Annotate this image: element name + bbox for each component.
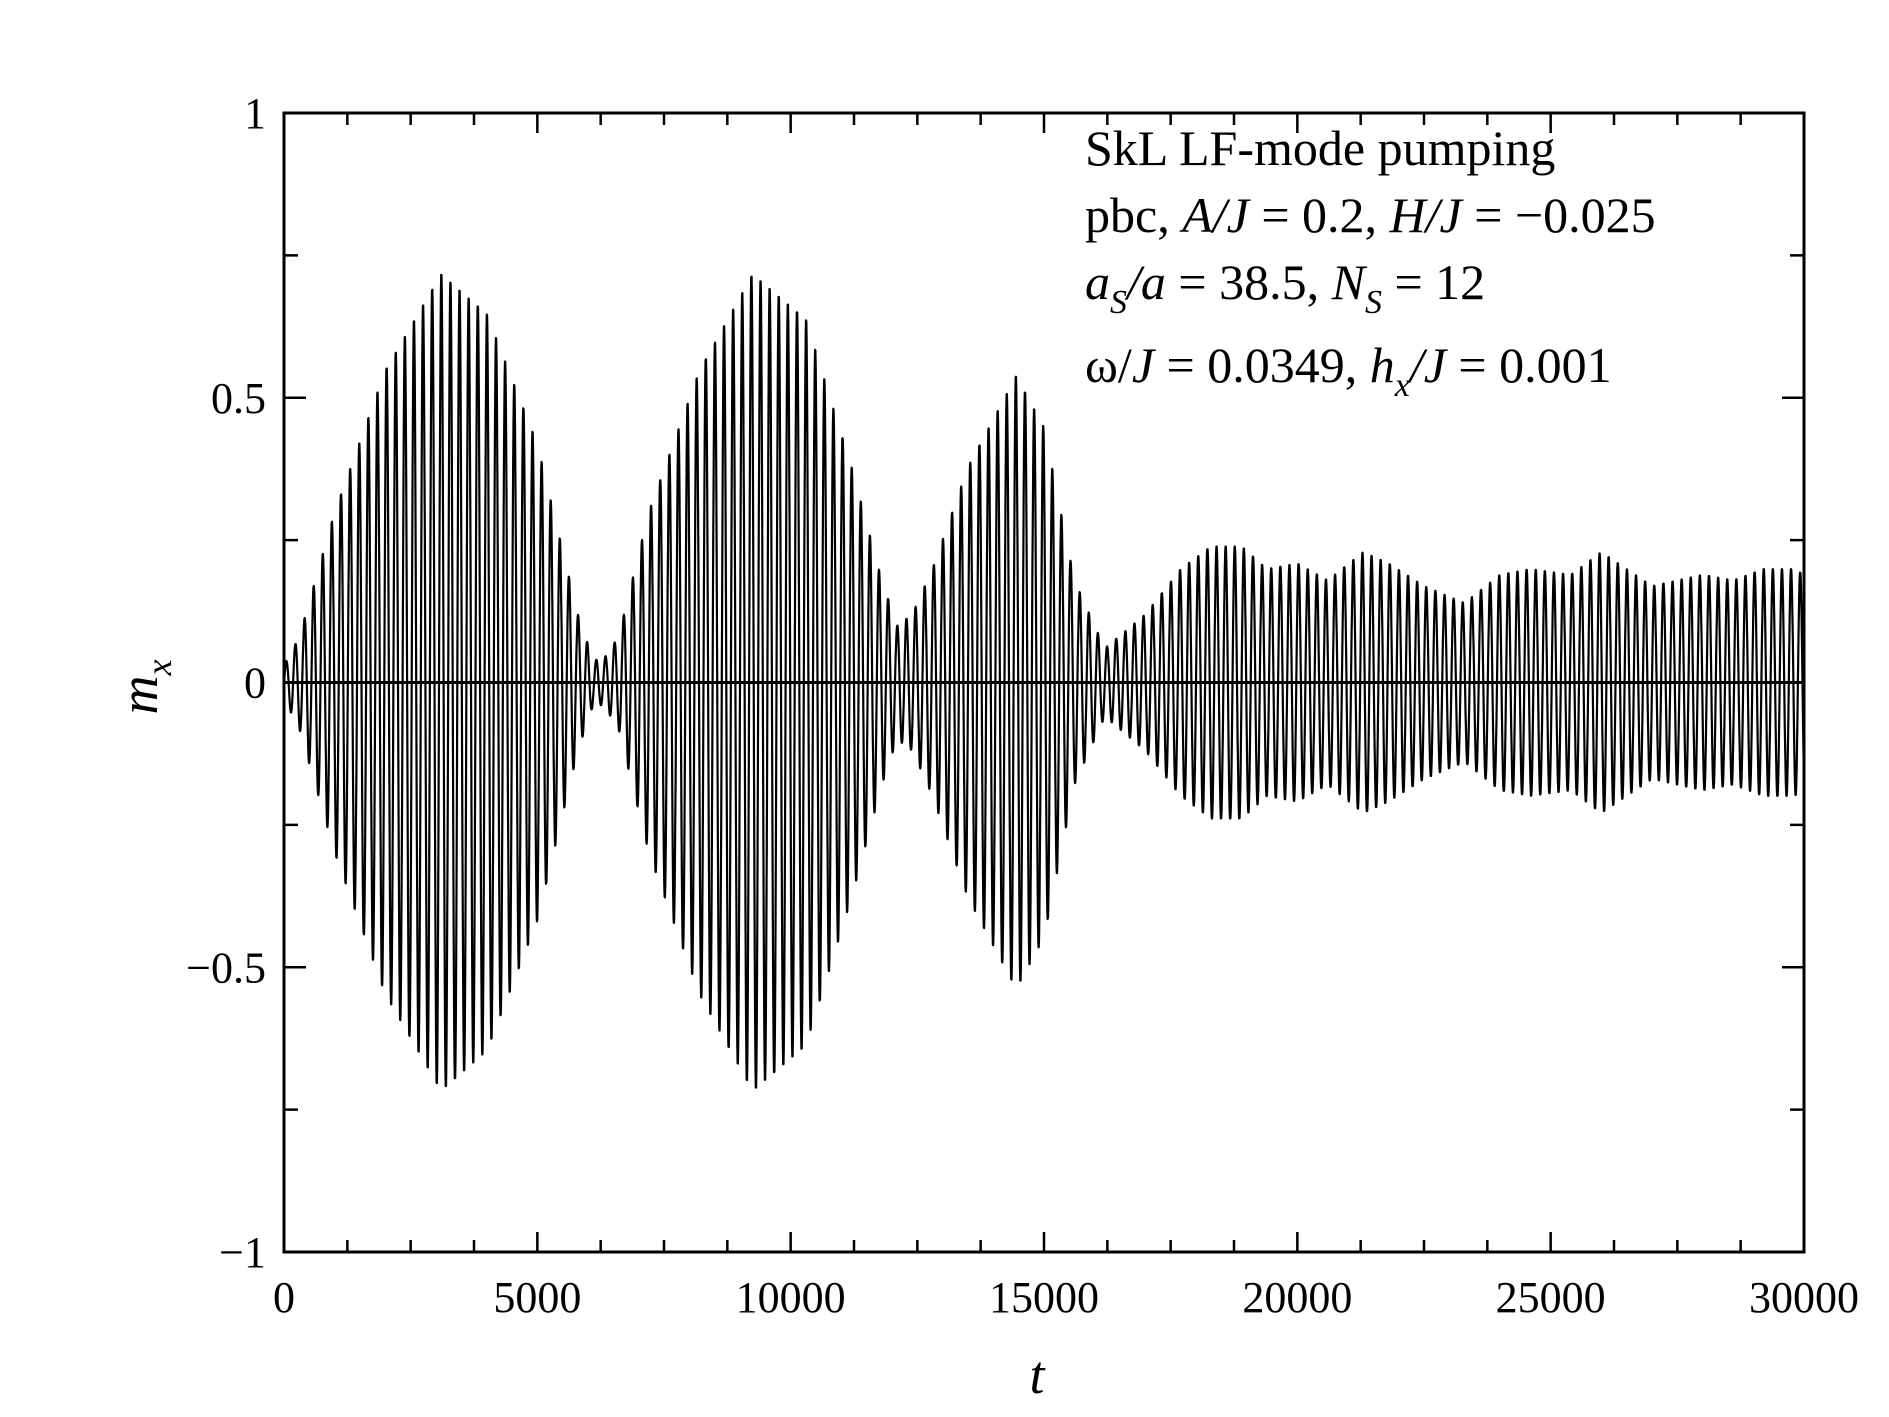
annotation-box: SkL LF-mode pumping pbc, A/J = 0.2, H/J …: [1085, 120, 1656, 404]
annotation-line-2: pbc, A/J = 0.2, H/J = −0.025: [1085, 187, 1656, 243]
y-axis-tick-labels: −1 −0.5 0 0.5 1: [186, 89, 266, 1277]
x-tick-label: 0: [273, 1273, 295, 1322]
annotation-line-1: SkL LF-mode pumping: [1085, 120, 1555, 176]
x-tick-label: 25000: [1496, 1273, 1606, 1322]
y-tick-label: 0: [244, 659, 266, 708]
x-tick-label: 10000: [736, 1273, 846, 1322]
x-tick-label: 5000: [493, 1273, 581, 1322]
x-tick-label: 15000: [989, 1273, 1099, 1322]
x-tick-label: 30000: [1749, 1273, 1859, 1322]
annotation-line-3: aS/a = 38.5, NS = 12: [1085, 254, 1485, 321]
y-tick-label: 0.5: [211, 374, 266, 423]
y-tick-label: 1: [244, 89, 266, 138]
signal-series: [282, 273, 1806, 1089]
y-tick-label: −1: [219, 1228, 266, 1277]
x-axis-title: t: [1029, 1345, 1046, 1405]
x-axis-tick-labels: 0 5000 10000 15000 20000 25000 30000: [273, 1273, 1859, 1322]
x-tick-label: 20000: [1242, 1273, 1352, 1322]
annotation-line-4: ω/J = 0.0349, hx/J = 0.001: [1085, 337, 1612, 404]
y-axis-title: mx: [109, 659, 179, 714]
y-axis-title-main: m: [109, 675, 169, 714]
y-tick-label: −0.5: [186, 943, 266, 992]
plot-frame: [282, 111, 1806, 1254]
y-axis-title-sub: x: [139, 659, 179, 676]
series-line: [282, 273, 1806, 1089]
